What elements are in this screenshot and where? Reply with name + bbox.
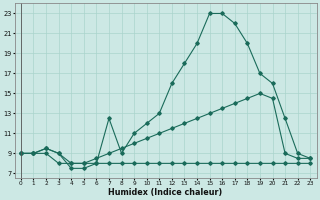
X-axis label: Humidex (Indice chaleur): Humidex (Indice chaleur) bbox=[108, 188, 223, 197]
